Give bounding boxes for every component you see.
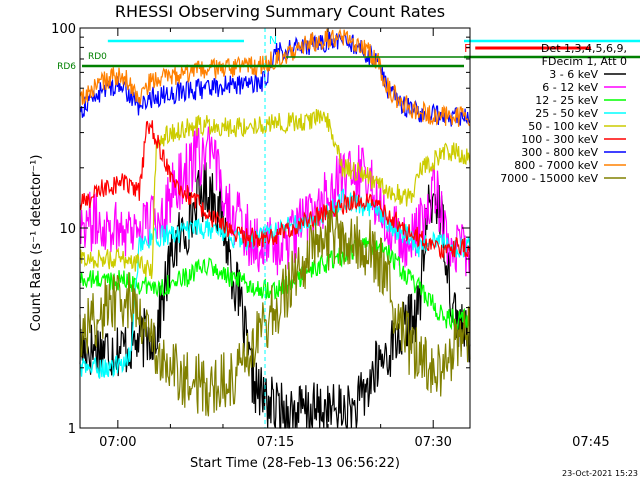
series-line-0 bbox=[79, 162, 471, 429]
chart-title: RHESSI Observing Summary Count Rates bbox=[115, 2, 445, 21]
legend: Det 1,3,4,5,6,9, FDecim 1, Att 0 3 - 6 k… bbox=[500, 42, 627, 185]
series-line-8 bbox=[79, 207, 471, 417]
night-label: N bbox=[269, 34, 277, 47]
legend-label: 25 - 50 keV bbox=[535, 107, 598, 120]
data-traces bbox=[79, 28, 471, 429]
legend-label: 7000 - 15000 keV bbox=[500, 172, 598, 185]
series-line-2 bbox=[79, 237, 471, 331]
legend-header-line-1: Det 1,3,4,5,6,9, bbox=[541, 42, 627, 55]
x-tick-label: 07:30 bbox=[414, 435, 451, 450]
legend-label: 100 - 300 keV bbox=[521, 133, 598, 146]
flare-label: F bbox=[464, 42, 470, 55]
rd0-label: RD0 bbox=[88, 52, 107, 62]
legend-label: 800 - 7000 keV bbox=[514, 159, 598, 172]
series-line-5 bbox=[79, 120, 471, 260]
legend-label: 300 - 800 keV bbox=[521, 146, 598, 159]
legend-header-line-2: FDecim 1, Att 0 bbox=[542, 55, 627, 68]
x-tick-label: 07:00 bbox=[99, 435, 136, 450]
y-tick-label: 10 bbox=[59, 222, 76, 237]
y-axis-label: Count Rate (s⁻¹ detector⁻¹) bbox=[29, 155, 44, 332]
overlays: N F RD0 RD6 bbox=[57, 28, 640, 428]
x-axis-label: Start Time (28-Feb-13 06:56:22) bbox=[190, 456, 400, 471]
series-line-7 bbox=[79, 28, 471, 127]
series-line-6 bbox=[79, 31, 471, 127]
y-tick-label: 100 bbox=[51, 22, 76, 37]
legend-label: 3 - 6 keV bbox=[549, 68, 598, 81]
legend-label: 50 - 100 keV bbox=[528, 120, 598, 133]
x-tick-label: 07:45 bbox=[572, 435, 609, 450]
x-tick-label: 07:15 bbox=[257, 435, 294, 450]
y-tick-label: 1 bbox=[68, 422, 76, 437]
timestamp: 23-Oct-2021 15:23 bbox=[562, 469, 638, 478]
rd6-label: RD6 bbox=[57, 62, 76, 72]
legend-label: 6 - 12 keV bbox=[542, 81, 598, 94]
series-line-3 bbox=[79, 188, 471, 380]
legend-label: 12 - 25 keV bbox=[535, 94, 598, 107]
y-axis-ticks: 1 10 100 bbox=[51, 22, 470, 437]
series-line-4 bbox=[79, 108, 471, 279]
